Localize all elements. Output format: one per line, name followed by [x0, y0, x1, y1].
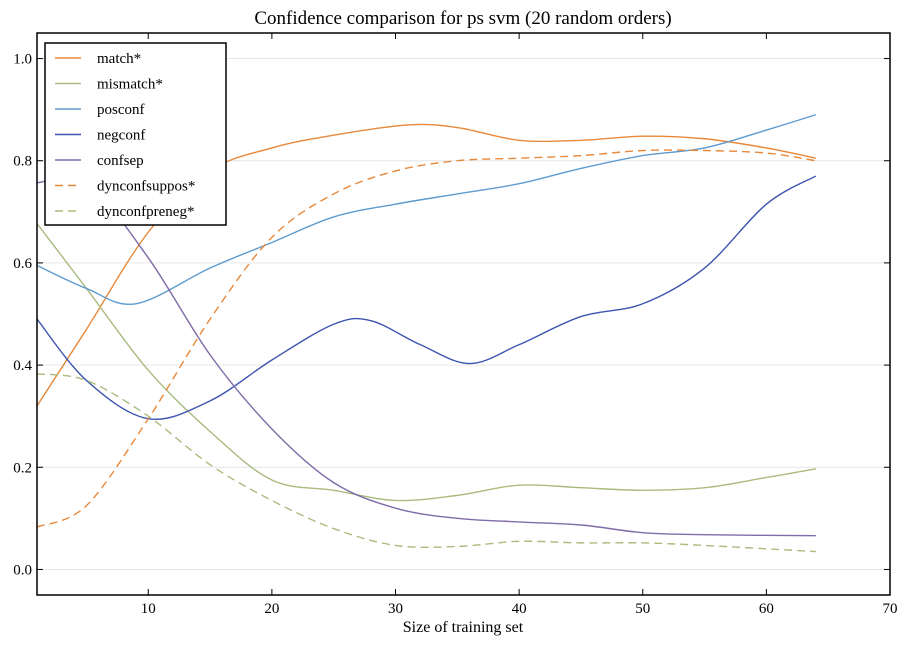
x-tick-label: 10 [141, 601, 156, 617]
x-tick-label: 20 [264, 601, 279, 617]
y-tick-label: 1.0 [13, 52, 32, 68]
legend-label: dynconfpreneg* [97, 204, 194, 220]
x-tick-label: 50 [635, 601, 650, 617]
series-line-posconf [36, 114, 817, 306]
legend-label: negconf [97, 128, 145, 144]
legend-label: posconf [97, 102, 145, 118]
legend-label: confsep [97, 153, 144, 169]
y-tick-label: 0.0 [13, 562, 32, 578]
x-tick-label: 30 [388, 601, 403, 617]
y-tick-label: 0.8 [13, 154, 32, 170]
series-line-dynconfpreneg [36, 373, 816, 553]
legend-label: mismatch* [97, 77, 163, 93]
x-tick-label: 40 [512, 601, 527, 617]
series-line-negconf [36, 175, 817, 421]
y-tick-label: 0.2 [13, 460, 32, 476]
plot-frame [36, 32, 891, 596]
series-line-mismatch [36, 223, 816, 502]
series-lines [36, 114, 817, 553]
x-tick-label: 70 [883, 601, 898, 617]
legend-label: dynconfsuppos* [97, 179, 195, 195]
y-tick-label: 0.6 [13, 256, 32, 272]
y-tick-label: 0.4 [13, 358, 32, 374]
x-tick-label: 60 [759, 601, 774, 617]
legend: match* mismatch* posconf negconf confsep dync… [44, 42, 227, 226]
x-axis-label: Size of training set [403, 619, 524, 636]
series-line-match [36, 123, 816, 407]
series-line-dynconfsuppos [36, 149, 816, 528]
chart-title: Confidence comparison for ps svm (20 ran… [254, 8, 671, 29]
axis-ticks: 0.0 0.2 0.4 0.6 0.8 1.0 10 20 30 40 50 60 70 [13, 33, 898, 617]
legend-label: match* [97, 51, 141, 67]
series-line-confsep [36, 176, 816, 537]
